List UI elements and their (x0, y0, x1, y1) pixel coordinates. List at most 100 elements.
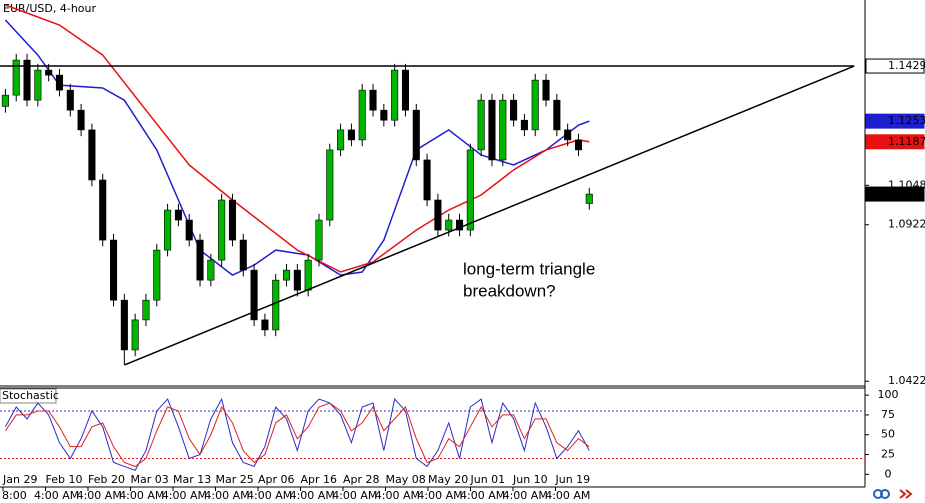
candle-body (239, 239, 247, 271)
x-date-label: Jan 29 (2, 473, 37, 486)
candle-body (315, 219, 323, 261)
candle-body (499, 99, 507, 161)
candle-body (207, 259, 215, 281)
x-time-label: 4:00 AM (247, 489, 292, 502)
x-time-label: 4:00 AM (332, 489, 377, 502)
candle-body (88, 129, 96, 181)
price-tag-label: 1.102 (888, 187, 920, 200)
candle-body (1, 94, 9, 107)
candle-body (434, 199, 442, 231)
candle-body (358, 89, 366, 141)
chart-title: EUR/USD, 4-hour (3, 2, 96, 15)
indicator-label-box (0, 388, 57, 404)
candle-body (131, 319, 139, 351)
x-date-label: Jun 10 (512, 473, 548, 486)
candle-body (445, 219, 453, 231)
candle-body (185, 219, 193, 241)
candle-body (304, 259, 312, 291)
candle-body (164, 209, 172, 251)
x-date-label: Apr 28 (343, 473, 380, 486)
y-tick-label: 100 (878, 388, 899, 401)
candle-body (55, 74, 64, 91)
y-tick-label: 1.0922 (888, 218, 925, 231)
candle-body (347, 129, 355, 141)
x-time-label: 4:00 AM (545, 489, 590, 502)
trendline (124, 65, 855, 366)
candle-body (34, 69, 42, 101)
candle-body (466, 149, 474, 231)
candle-body (293, 269, 301, 291)
candle-body (218, 199, 226, 261)
y-tick-label: 75 (881, 408, 895, 421)
x-date-label: Mar 25 (216, 473, 254, 486)
candle-body (23, 59, 31, 101)
candle-body (337, 129, 345, 151)
moving-average (5, 4, 590, 273)
x-date-label: Apr 16 (301, 473, 338, 486)
price-tag (865, 58, 925, 74)
candle-body (120, 299, 128, 351)
candle-body (564, 129, 572, 141)
indicator-title: Stochastic (2, 389, 59, 402)
candle-body (455, 219, 464, 231)
candle-body (66, 89, 74, 111)
candle-body (77, 109, 85, 131)
x-date-label: May 20 (428, 473, 468, 486)
x-time-label: 4:00 AM (503, 489, 548, 502)
x-time-label: 4:00 AM (162, 489, 207, 502)
candle-body (574, 139, 583, 151)
candle-body (510, 99, 518, 121)
price-tag (865, 134, 925, 150)
candle-body (542, 79, 550, 101)
x-date-label: Feb 10 (46, 473, 83, 486)
candle-body (99, 179, 107, 241)
x-time-label: 4:00 AM (77, 489, 122, 502)
candle-body (282, 269, 291, 281)
x-date-label: Jun 19 (555, 473, 591, 486)
candle-body (477, 99, 485, 151)
candle-body (423, 159, 431, 201)
candle-body (520, 119, 528, 131)
candle-body (401, 69, 410, 111)
candle-body (250, 269, 258, 321)
candle-body (326, 149, 334, 221)
candle-body (228, 199, 237, 241)
candle-body (45, 69, 53, 76)
x-time-label: 4:00 AM (290, 489, 335, 502)
moving-average (4, 19, 590, 277)
x-time-label: 4:00 AM (119, 489, 164, 502)
x-time-label: 4:00 AM (417, 489, 462, 502)
x-date-label: Mar 03 (131, 473, 169, 486)
y-tick-label: 0 (885, 467, 892, 480)
candle-body (109, 239, 118, 301)
price-tag (865, 186, 925, 202)
x-date-label: Jun 01 (470, 473, 506, 486)
price-tag-label: 1.1253 (888, 114, 925, 127)
x-date-label: May 08 (386, 473, 426, 486)
candle-body (412, 109, 420, 161)
annotation: long-term triangle (463, 259, 595, 278)
candle-body (12, 59, 20, 96)
candle-body (369, 89, 377, 111)
y-tick-label: 1.0422 (888, 374, 925, 387)
candle-body (261, 319, 269, 331)
x-date-label: Mar 13 (173, 473, 211, 486)
y-tick-label: 25 (881, 448, 895, 461)
candle-body (553, 99, 561, 131)
x-time-label: 4:00 AM (375, 489, 420, 502)
x-date-label: Apr 06 (258, 473, 295, 486)
price-tag-label: 1.1187 (888, 135, 925, 148)
candle-body (488, 99, 496, 161)
candle-body (391, 69, 399, 121)
annotation: breakdown? (463, 281, 556, 300)
candle-body (585, 193, 593, 204)
stochastic-line (4, 402, 590, 467)
candle-body (174, 209, 182, 221)
x-time-label: 4:00 AM (460, 489, 505, 502)
footer-icons (873, 489, 913, 499)
x-time-label: 4:00 AM (204, 489, 249, 502)
candle-body (153, 249, 161, 301)
x-time-label: 8:00 (2, 489, 27, 502)
x-date-label: Feb 20 (88, 473, 125, 486)
